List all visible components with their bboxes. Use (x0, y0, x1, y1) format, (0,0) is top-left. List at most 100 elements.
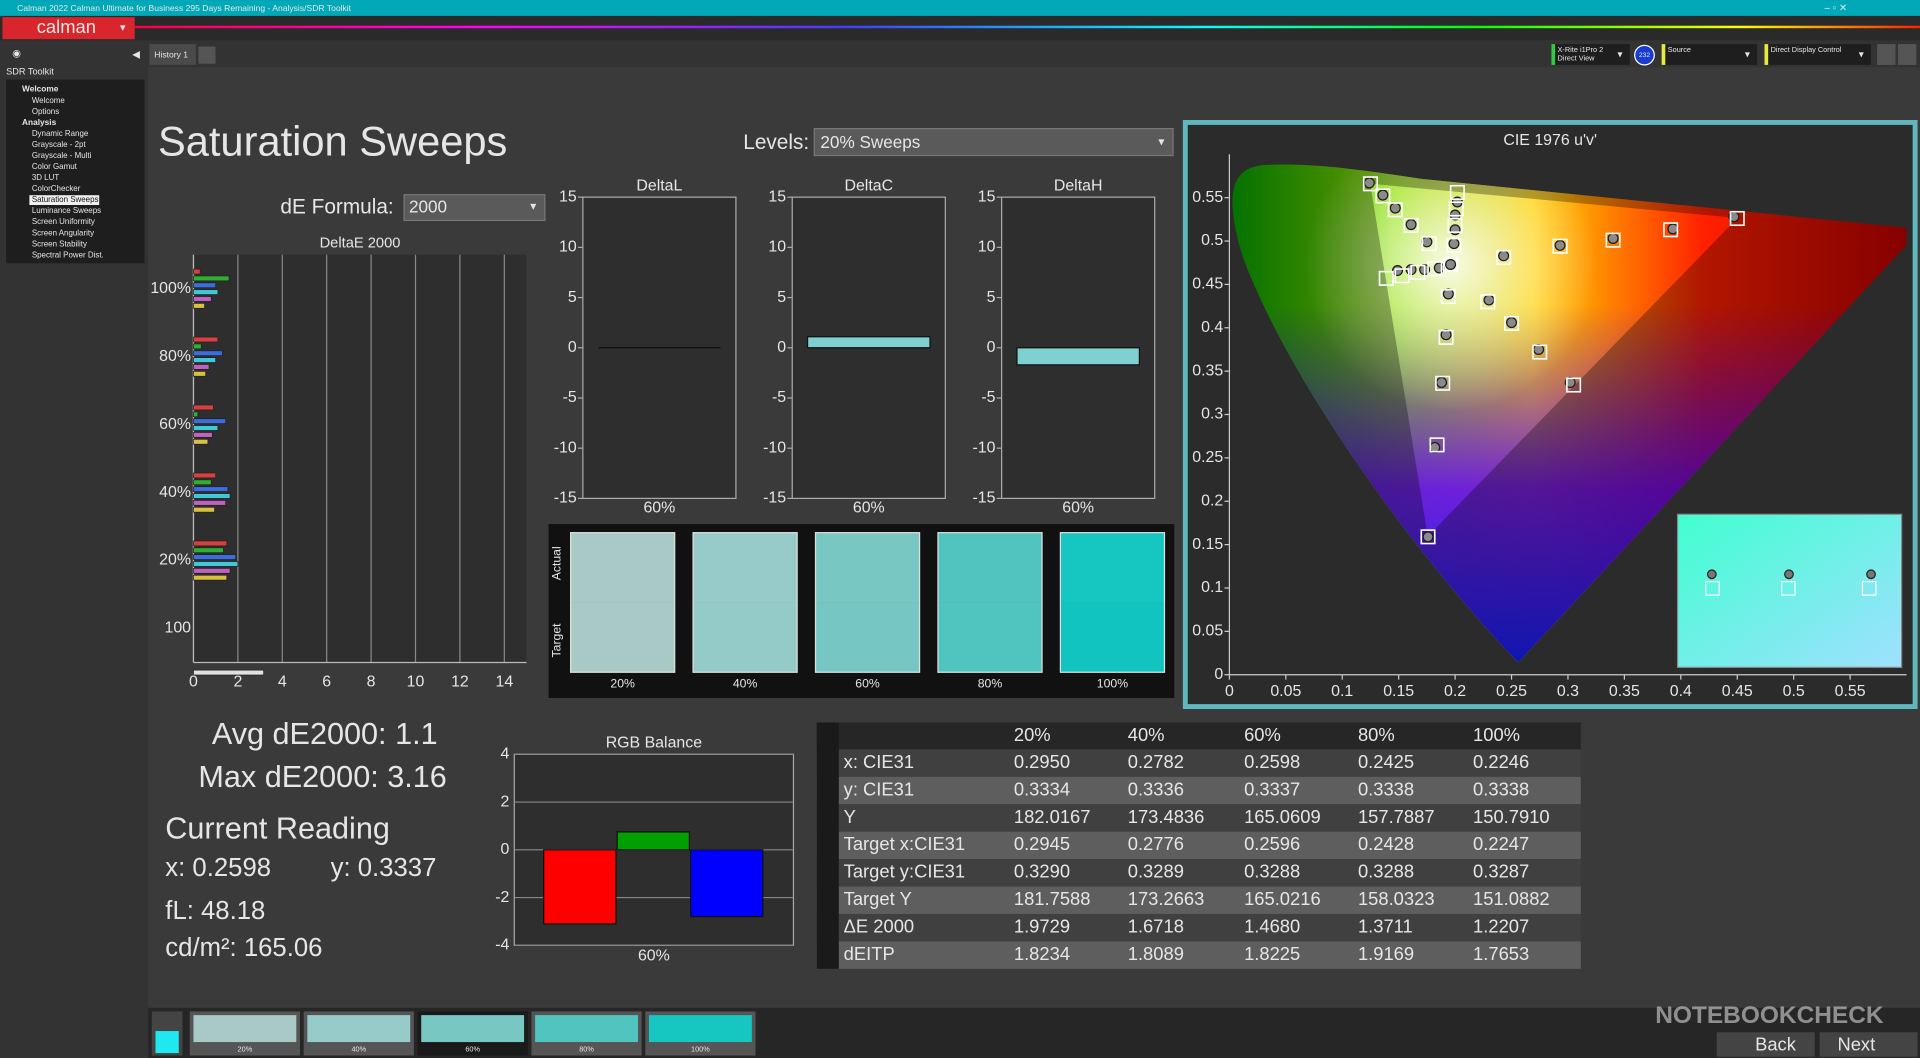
bar (193, 268, 201, 275)
sidebar-tree (6, 79, 145, 264)
y-tick-label: 15 (559, 188, 577, 205)
tree-item[interactable]: Grayscale - Multi (32, 151, 92, 160)
bar (193, 282, 217, 289)
tree-group[interactable]: Welcome (22, 84, 59, 94)
rgb-balance-chart: RGB Balance 4 2 0 -2 -4 60% (495, 734, 795, 965)
y-tick-label: 100 (164, 620, 191, 637)
bar (193, 303, 205, 309)
settings-button[interactable] (1877, 44, 1896, 65)
bar (193, 574, 228, 581)
tree-group[interactable]: Analysis (22, 117, 57, 127)
target-point (1378, 270, 1394, 286)
y-tick-label: -5 (981, 389, 995, 406)
measured-point (1405, 219, 1417, 231)
tree-item[interactable]: Screen Angularity (32, 228, 94, 237)
target-point (1362, 176, 1378, 192)
cell: 150.7910 (1473, 806, 1550, 827)
bar (193, 289, 219, 295)
window-controls[interactable]: – ▫ ✕ (1824, 3, 1847, 14)
measured-point (1363, 177, 1375, 189)
x-tick-label: 12 (451, 673, 469, 690)
logo-box[interactable] (2, 17, 135, 40)
tab[interactable] (149, 44, 196, 65)
sidebar-pin[interactable]: ◉ (12, 48, 21, 59)
target-point (1447, 217, 1463, 233)
y-tick-label: 80% (159, 348, 191, 365)
y-tick-label: 0.4 (1201, 319, 1223, 336)
logo: calman (37, 16, 96, 37)
tree-item[interactable]: Dynamic Range (32, 129, 89, 138)
table-row-bg (816, 941, 1581, 969)
cell: 1.8225 (1244, 943, 1300, 964)
bar (193, 540, 228, 547)
tree-item[interactable]: Options (32, 107, 59, 116)
bar (193, 561, 239, 567)
device-box[interactable] (1764, 44, 1872, 65)
y-tick-label: 0 (1214, 666, 1223, 683)
sidebar-collapse[interactable]: ◀ (132, 50, 140, 61)
formula-dropdown[interactable] (403, 194, 546, 222)
device-box[interactable] (1551, 44, 1630, 65)
y-tick-label: 0.1 (1201, 579, 1223, 596)
settings-button[interactable] (1897, 44, 1917, 65)
cell: 0.3336 (1128, 778, 1184, 799)
swatch-border (814, 532, 921, 673)
page-title: Saturation Sweeps (158, 118, 507, 165)
target-point (1387, 202, 1403, 218)
device-box[interactable] (1661, 44, 1758, 65)
cell: 0.2945 (1014, 833, 1070, 854)
row-label: Target y:CIE31 (844, 861, 965, 882)
cell: 173.2663 (1128, 888, 1205, 909)
device-arrow: ▾ (1618, 50, 1623, 61)
tree-item[interactable]: Screen Stability (32, 239, 87, 248)
y-tick-label: 15 (768, 188, 786, 205)
cell: 0.2425 (1358, 751, 1414, 772)
chart-title: DeltaC (844, 177, 893, 194)
swatch-border (1059, 532, 1166, 673)
cell: 1.4680 (1244, 916, 1300, 937)
y-tick-label: 2 (501, 793, 510, 810)
tree-item[interactable]: Luminance Sweeps (32, 206, 101, 215)
target-point (1552, 238, 1568, 254)
y-tick-label: 0.15 (1192, 536, 1223, 553)
tree-item[interactable]: 3D LUT (32, 173, 59, 182)
row-label: y: CIE31 (844, 778, 914, 799)
tree-item[interactable]: Grayscale - 2pt (32, 140, 87, 149)
cell: 0.2782 (1128, 751, 1184, 772)
measured-point (1498, 250, 1510, 262)
inset-measured (1706, 569, 1717, 580)
tree-selection (29, 195, 100, 205)
add-tab[interactable] (198, 46, 216, 64)
row-label: Target Y (844, 888, 912, 909)
bar (193, 364, 210, 370)
measured-point (1554, 239, 1566, 251)
bar (193, 438, 209, 445)
nav-button[interactable] (1716, 1032, 1815, 1057)
target-point (1440, 289, 1456, 305)
tree-item[interactable]: Saturation Sweeps (32, 195, 99, 204)
tree-item[interactable]: Welcome (32, 96, 66, 105)
measured-point (1389, 202, 1401, 214)
bar (193, 370, 207, 377)
measured-point (1607, 232, 1619, 244)
x-tick-label: 14 (495, 673, 513, 690)
nav-button[interactable] (1819, 1032, 1918, 1057)
column-header: 40% (1128, 724, 1165, 745)
swatch-target (815, 602, 920, 673)
x-tick-label: 0.15 (1383, 683, 1414, 700)
cell: 0.3290 (1014, 861, 1070, 882)
levels-dropdown[interactable] (813, 127, 1174, 157)
table-row-bg (816, 749, 1581, 777)
y-tick-label: 5 (987, 289, 996, 306)
row-label: ΔE 2000 (844, 916, 914, 937)
tree-item[interactable]: ColorChecker (32, 184, 81, 193)
cell: 173.4836 (1128, 806, 1205, 827)
swatch-actual (937, 532, 1043, 603)
swatch-label: 40% (733, 677, 758, 691)
thumbnail-color (648, 1015, 752, 1043)
tree-item[interactable]: Screen Uniformity (32, 217, 95, 226)
tree-item[interactable]: Color Gamut (32, 162, 78, 171)
tree-item[interactable]: Spectral Power Dist. (32, 250, 104, 259)
measured-point (1449, 224, 1461, 236)
